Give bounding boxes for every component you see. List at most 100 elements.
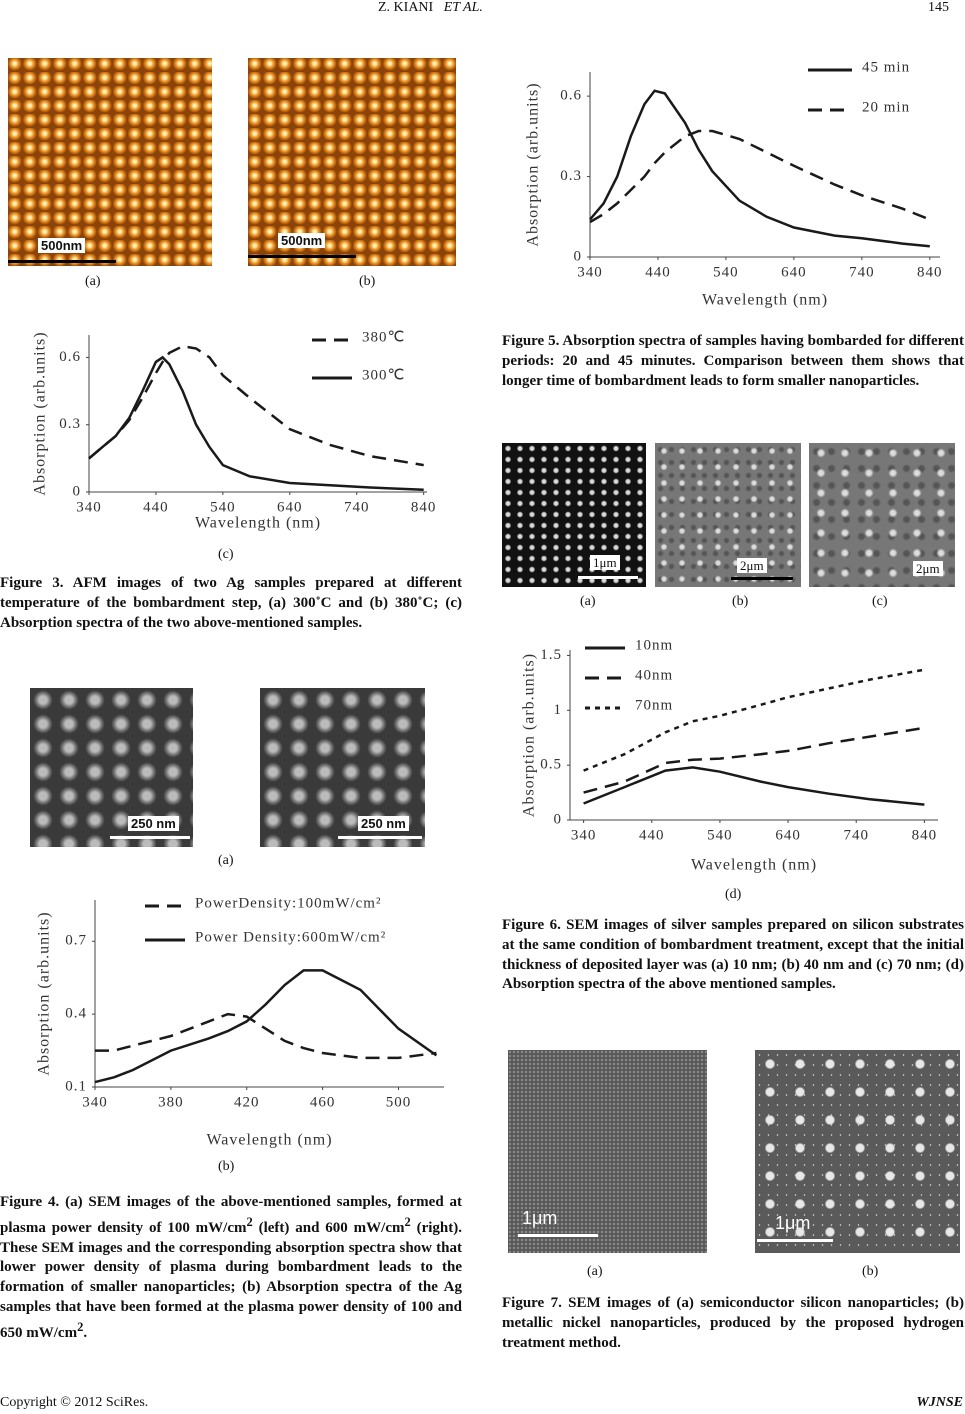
legend-label: 70nm	[635, 697, 673, 713]
sem-image: 1μm	[755, 1050, 960, 1253]
scale-bar	[731, 577, 793, 580]
caption-text: .	[83, 1324, 88, 1341]
y-tick-label: 0.6	[560, 88, 582, 104]
y-axis-label: Absorption (arb.units)	[521, 653, 538, 817]
series-line	[94, 969, 438, 1084]
scale-bar	[757, 1239, 833, 1242]
panel-label: (b)	[359, 274, 376, 289]
legend-label: 300℃	[362, 367, 405, 383]
series-line	[589, 89, 930, 248]
caption-text: Figure 4. (a) SEM images of the above-me…	[0, 1194, 462, 1236]
et-al: ET AL.	[443, 0, 483, 15]
x-tick-label: 840	[411, 499, 437, 515]
superscript: 2	[77, 1319, 84, 1334]
x-tick-label: 640	[781, 264, 807, 280]
x-axis-label: Wavelength (nm)	[206, 1132, 332, 1149]
panel-label: (a)	[580, 594, 596, 609]
legend-label: Power Density:600mW/cm²	[195, 929, 386, 945]
y-tick-label: 0.5	[540, 757, 562, 773]
panel-label: (a)	[587, 1264, 603, 1279]
series-line	[88, 355, 424, 492]
legend-label: 20 min	[862, 99, 910, 115]
y-tick-label: 0.4	[65, 1006, 87, 1022]
series-line	[583, 766, 925, 806]
x-tick-label: 380	[158, 1094, 184, 1110]
legend-label: 45 min	[862, 59, 910, 75]
y-tick-label: 0.3	[59, 416, 81, 432]
x-tick-label: 540	[713, 264, 739, 280]
panel-label: (b)	[862, 1264, 879, 1279]
caption-text: (left) and 600 mW/cm	[252, 1219, 405, 1236]
scale-label: 250 nm	[358, 816, 409, 831]
caption: Figure 3. AFM images of two Ag samples p…	[0, 575, 462, 631]
scale-label: 500nm	[278, 233, 326, 248]
scale-label: 500nm	[38, 238, 86, 253]
legend-label: PowerDensity:100mW/cm²	[195, 895, 381, 911]
panel-label: (a)	[218, 853, 234, 868]
sem-image: 1μm	[508, 1050, 707, 1253]
y-axis-label: Absorption (arb.units)	[525, 82, 542, 246]
x-tick-label: 840	[912, 827, 938, 843]
afm-image: 500nm	[8, 58, 212, 266]
page-number: 145	[928, 0, 949, 15]
x-tick-label: 340	[577, 264, 603, 280]
scale-bar	[110, 836, 190, 839]
sem-image: 2μm	[655, 443, 801, 587]
caption: Figure 4. (a) SEM images of the above-me…	[0, 1193, 462, 1344]
series-line	[95, 1012, 437, 1060]
legend-label: 380℃	[362, 329, 405, 345]
copyright: Copyright © 2012 SciRes.	[0, 1395, 149, 1410]
x-axis-label: Wavelength (nm)	[702, 292, 828, 309]
scale-bar	[248, 255, 356, 258]
y-tick-label: 1.5	[540, 647, 562, 663]
y-tick-label: 1	[554, 702, 563, 718]
x-tick-label: 340	[571, 827, 597, 843]
series-line	[583, 726, 925, 794]
scale-bar	[518, 1234, 598, 1237]
panel-label: (a)	[85, 274, 101, 289]
panel-label: (c)	[218, 547, 234, 562]
series-line	[88, 344, 424, 467]
panel-label: (c)	[872, 594, 888, 609]
x-tick-label: 440	[645, 264, 671, 280]
x-tick-label: 540	[707, 827, 733, 843]
superscript: 2	[246, 1214, 253, 1229]
afm-image: 500nm	[248, 58, 456, 266]
scale-label: 250 nm	[128, 816, 179, 831]
caption: Figure 7. SEM images of (a) semiconducto…	[502, 1295, 964, 1351]
journal: WJNSE	[916, 1395, 963, 1410]
panel-label: (b)	[732, 594, 749, 609]
sem-image: 1μm	[502, 443, 646, 587]
series-line	[589, 129, 931, 224]
caption-text: (right). These SEM images and the corres…	[0, 1219, 462, 1341]
x-axis-label: Wavelength (nm)	[195, 515, 321, 532]
panel-label: (d)	[725, 887, 742, 902]
y-tick-label: 0	[574, 248, 583, 264]
x-tick-label: 440	[639, 827, 665, 843]
y-tick-label: 0.3	[560, 168, 582, 184]
x-tick-label: 420	[234, 1094, 260, 1110]
x-tick-label: 740	[849, 264, 875, 280]
x-tick-label: 340	[76, 499, 102, 515]
scale-label: 1μm	[522, 1208, 558, 1228]
scale-label: 2μm	[913, 561, 943, 576]
scale-bar	[8, 260, 116, 263]
caption: Figure 5. Absorption spectra of samples …	[502, 333, 964, 389]
sem-image: 250 nm	[260, 688, 425, 847]
x-tick-label: 740	[843, 827, 869, 843]
y-tick-label: 0.7	[65, 933, 87, 949]
panel-label: (b)	[218, 1159, 235, 1174]
scale-bar	[338, 836, 422, 839]
sem-image: 250 nm	[30, 688, 193, 847]
author: Z. KIANI	[378, 0, 434, 15]
y-tick-label: 0.6	[59, 349, 81, 365]
caption: Figure 6. SEM images of silver samples p…	[502, 917, 964, 993]
x-tick-label: 440	[143, 499, 169, 515]
x-tick-label: 640	[775, 827, 801, 843]
x-tick-label: 840	[917, 264, 943, 280]
sem-image: 2μm	[809, 443, 955, 587]
series-line	[583, 668, 925, 772]
x-tick-label: 640	[277, 499, 303, 515]
y-tick-label: 0	[73, 483, 82, 499]
superscript: 2	[404, 1214, 411, 1229]
